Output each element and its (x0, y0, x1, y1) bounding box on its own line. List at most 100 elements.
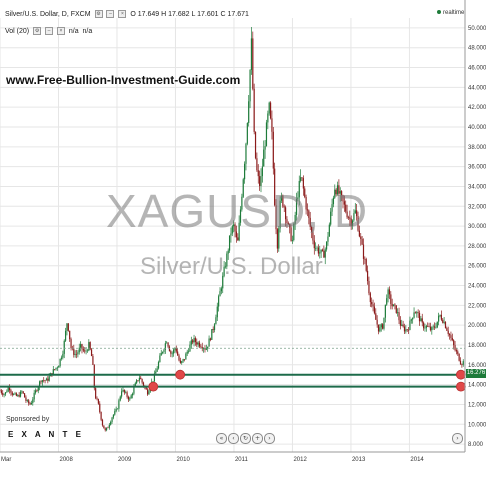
scroll-left-fast-icon[interactable]: « (216, 433, 227, 444)
candle-body (197, 342, 199, 345)
candle-body (353, 213, 355, 221)
volume-value: n/a (68, 27, 79, 35)
time-tick-label: 2010 (176, 457, 190, 463)
candle-body (178, 355, 180, 361)
candle-body (58, 365, 60, 368)
candle-body (175, 348, 177, 352)
close-icon[interactable]: × (118, 10, 127, 18)
candle-body (209, 338, 212, 340)
candle-body (409, 320, 411, 330)
candle-body (74, 353, 76, 355)
candle-body (423, 322, 425, 329)
price-tick-label: 38.000 (468, 145, 486, 151)
candle-body (410, 319, 412, 321)
symbol-watermark: XAGUSD, D (106, 185, 369, 237)
candle-body (388, 289, 391, 295)
candle-body (387, 289, 389, 299)
zoom-in-icon[interactable]: + (252, 433, 263, 444)
candle-body (368, 281, 370, 294)
candle-body (4, 392, 7, 395)
candle-body (349, 217, 351, 219)
scroll-right-icon[interactable]: › (264, 433, 275, 444)
candle-body (341, 191, 343, 196)
candle-body (295, 199, 298, 215)
sponsor-brand[interactable]: E X A N T E (8, 430, 84, 439)
candle-body (123, 389, 125, 393)
time-tick-label: 2011 (235, 457, 249, 463)
candle-body (186, 351, 188, 354)
candle-body (28, 400, 30, 404)
scroll-left-icon[interactable]: ‹ (228, 433, 239, 444)
price-tick-label: 26.000 (468, 264, 486, 270)
candle-body (0, 390, 1, 392)
price-tick-label: 32.000 (468, 204, 486, 210)
candle-body (167, 342, 169, 347)
candle-body (300, 177, 302, 181)
candle-body (380, 324, 382, 328)
candle-body (145, 387, 147, 390)
candle-body (234, 224, 236, 232)
price-tick-label: 8.000 (468, 442, 484, 448)
volume-header: Vol (20) ⚙ – × n/a n/a (5, 27, 92, 35)
candle-body (371, 302, 373, 305)
candle-body (319, 252, 321, 254)
candle-body (271, 118, 273, 132)
candle-body (362, 244, 365, 259)
candle-body (436, 321, 438, 328)
support-levels (0, 347, 465, 388)
candle-body (249, 70, 251, 102)
candle-body (390, 294, 392, 304)
candle-body (360, 236, 362, 239)
close-icon[interactable]: × (56, 27, 65, 35)
candle-body (227, 250, 229, 254)
candle-body (198, 342, 201, 347)
volume-label: Vol (20) (5, 27, 30, 35)
candle-body (219, 291, 221, 297)
candle-body (19, 391, 22, 397)
candle-body (22, 391, 24, 394)
candle-body (424, 327, 426, 329)
reset-icon[interactable]: ↻ (240, 433, 251, 444)
candle-body (407, 329, 410, 331)
candle-body (328, 224, 330, 237)
price-tick-label: 18.000 (468, 343, 486, 349)
candle-body (11, 392, 13, 395)
candle-body (246, 122, 248, 144)
candle-body (308, 210, 310, 218)
hide-icon[interactable]: – (106, 10, 115, 18)
candle-body (190, 340, 192, 345)
candle-body (379, 327, 381, 332)
settings-icon[interactable]: ⚙ (94, 10, 103, 18)
candle-body (347, 217, 350, 218)
candle-body (111, 417, 113, 422)
candle-body (64, 330, 67, 341)
candle-body (69, 330, 71, 340)
scroll-to-latest-icon[interactable]: › (452, 433, 463, 444)
candle-body (278, 228, 280, 249)
candle-body (372, 304, 374, 307)
candle-body (364, 258, 366, 260)
candle-body (443, 321, 445, 323)
candle-body (88, 342, 90, 351)
candle-body (114, 411, 116, 415)
candle-body (239, 209, 242, 223)
price-tick-label: 46.000 (468, 66, 486, 72)
high-value: 17.682 (168, 10, 190, 18)
candle-body (421, 318, 423, 323)
candle-body (97, 399, 99, 404)
candle-body (44, 380, 46, 381)
candle-body (185, 353, 187, 360)
price-axis[interactable]: 8.000 10.000 12.000 14.000 16.000 18.000 20.00… (468, 26, 486, 448)
candle-body (325, 241, 328, 250)
candle-body (138, 377, 140, 381)
realtime-dot-icon (437, 10, 441, 14)
hide-icon[interactable]: – (45, 27, 54, 35)
candle-body (116, 408, 119, 410)
candle-body (13, 394, 15, 395)
time-axis[interactable]: Mar 2008 2009 2010 2011 2012 2013 2014 (1, 457, 424, 463)
settings-icon[interactable]: ⚙ (33, 27, 42, 35)
close-value: 17.671 (227, 10, 249, 18)
price-tick-label: 36.000 (468, 165, 486, 171)
last-price-tag: 16.276 (466, 369, 486, 378)
